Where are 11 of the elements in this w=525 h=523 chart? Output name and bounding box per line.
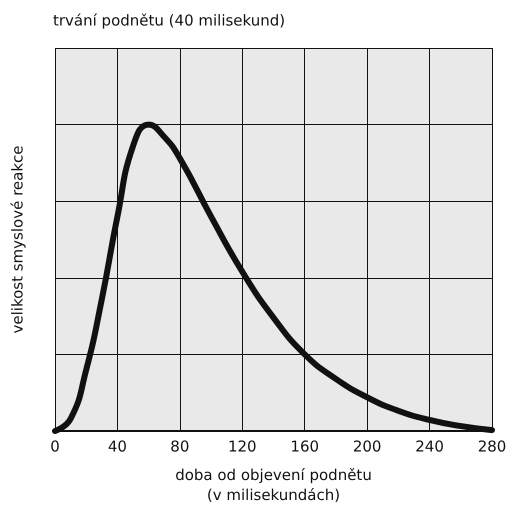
x-tick-label: 200 bbox=[352, 438, 382, 456]
chart-title: trvání podnětu (40 milisekund) bbox=[53, 12, 286, 30]
x-tick-label: 80 bbox=[170, 438, 190, 456]
x-tick-label: 240 bbox=[415, 438, 444, 456]
x-axis-title: doba od objevení podnětu (v milisekundách) bbox=[175, 466, 372, 504]
x-tick-label: 280 bbox=[478, 438, 506, 456]
x-tick-label: 0 bbox=[50, 438, 60, 456]
x-tick-label: 120 bbox=[228, 438, 257, 456]
x-tick-label: 160 bbox=[290, 438, 320, 456]
x-tick-label: 40 bbox=[108, 438, 127, 456]
y-axis-title: velikost smyslové reakce bbox=[8, 146, 26, 334]
